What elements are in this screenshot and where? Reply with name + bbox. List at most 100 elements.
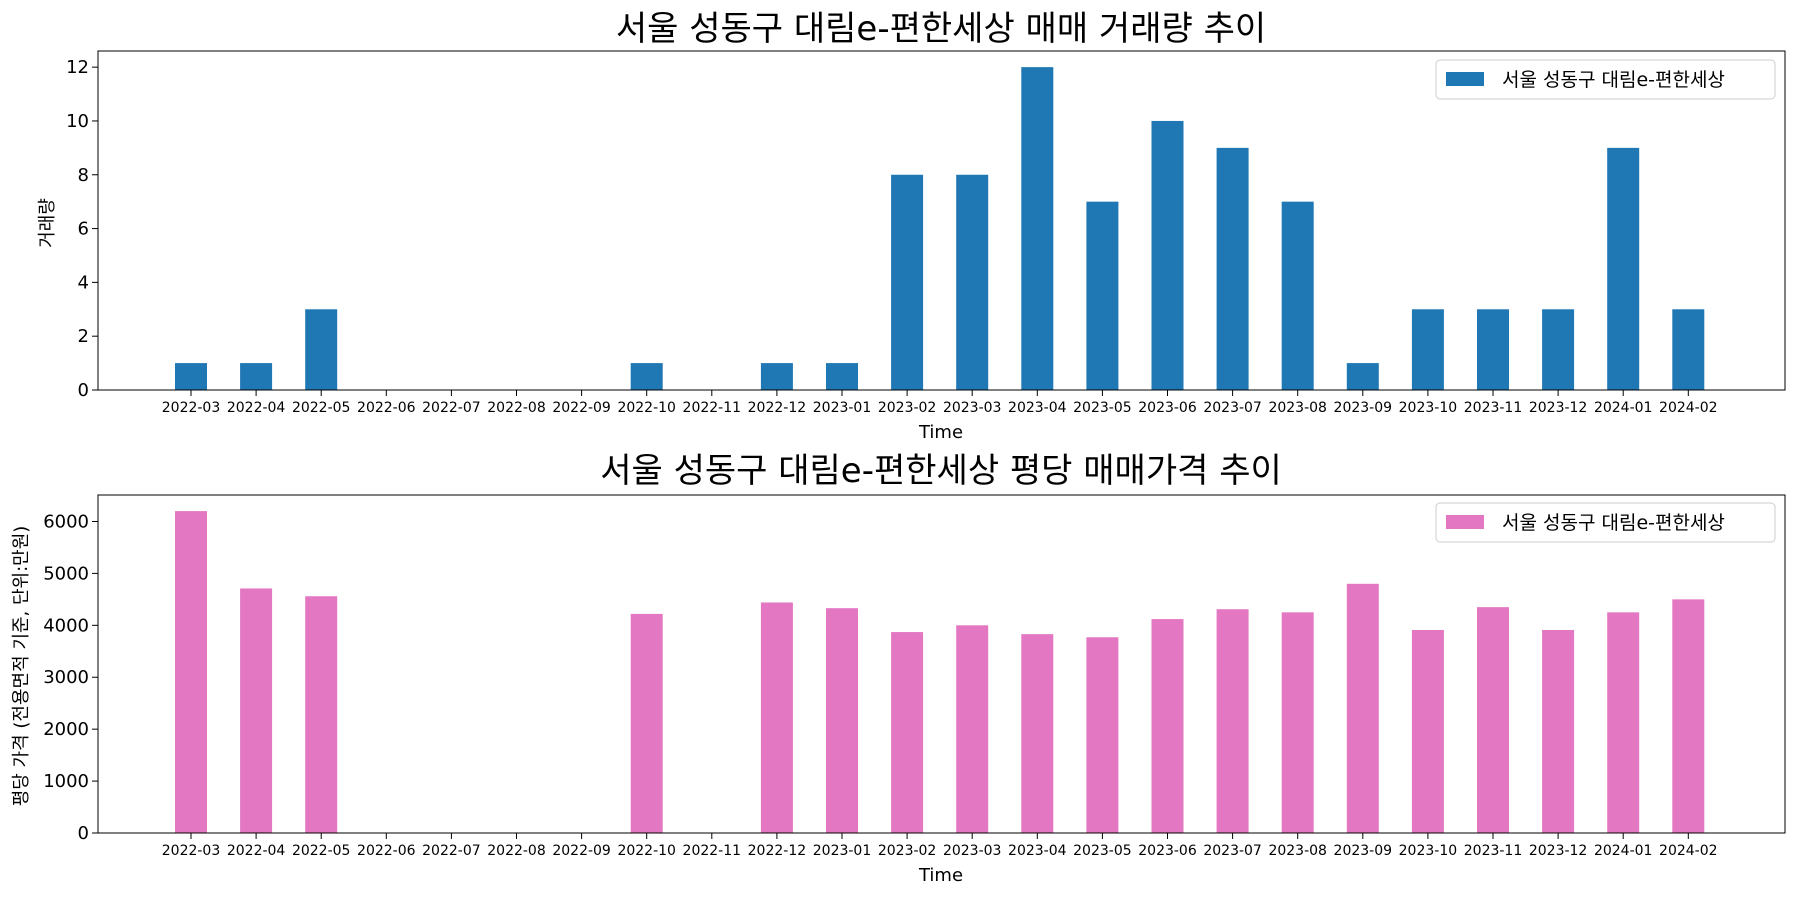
volume-chart-title: 서울 성동구 대림e-편한세상 매매 거래량 추이 [616,9,1266,49]
volume-bar [175,363,207,390]
volume-x-axis-label: Time [918,422,963,443]
volume-x-tick-label: 2022-08 [487,400,546,416]
price-y-tick-label: 0 [78,823,89,844]
price-x-tick-label: 2023-09 [1334,843,1393,859]
price-x-tick-label: 2023-12 [1529,843,1588,859]
price-bar [826,608,858,833]
price-legend: 서울 성동구 대림e-편한세상 [1435,502,1776,543]
price-chart: 서울 성동구 대림e-편한세상 평당 매매가격 추이 평당 가격 (전용면적 기… [11,451,1786,886]
volume-x-tick-label: 2023-11 [1464,400,1523,416]
volume-bar [1151,120,1184,390]
volume-x-tick-label: 2024-02 [1659,400,1718,416]
price-x-tick-label: 2023-01 [813,843,872,859]
price-y-tick-label: 6000 [43,511,89,532]
price-bar [175,511,207,833]
volume-x-tick-label: 2022-05 [292,400,351,416]
price-bar [1607,612,1640,833]
volume-x-tick-label: 2022-11 [683,400,742,416]
volume-bar [1672,309,1705,390]
price-legend-swatch [1446,515,1484,529]
volume-y-axis-label: 거래량 [37,198,58,248]
price-x-tick-label: 2023-06 [1138,843,1197,859]
volume-legend: 서울 성동구 대림e-편한세상 [1435,59,1776,100]
price-bar [1151,619,1184,833]
price-bar [1346,583,1379,833]
price-x-tick-label: 2023-10 [1399,843,1458,859]
volume-bar [956,174,989,390]
price-x-tick-label: 2023-11 [1464,843,1523,859]
volume-bar [630,363,663,390]
volume-x-tick-label: 2022-12 [748,400,807,416]
volume-x-tick-label: 2023-02 [878,400,937,416]
volume-x-tick-label: 2023-12 [1529,400,1588,416]
volume-chart: 서울 성동구 대림e-편한세상 매매 거래량 추이 거래량 Time 0 2 4 6 8… [37,9,1786,443]
volume-bar [1346,363,1379,390]
volume-y-tick-label: 10 [66,111,89,132]
price-y-tick-label: 3000 [43,667,89,688]
volume-bars [175,67,1705,391]
price-y-axis-label: 평당 가격 (전용면적 기준, 단위:만원) [11,526,32,807]
volume-x-tick-label: 2023-04 [1008,400,1067,416]
price-bar [1086,637,1119,833]
volume-y-tick-label: 12 [66,57,89,78]
price-x-tick-label: 2022-11 [683,843,742,859]
price-x-tick-label: 2023-05 [1073,843,1132,859]
price-bar [1477,607,1509,833]
price-bar [891,632,924,833]
volume-y-tick-label: 2 [78,326,89,347]
volume-x-tick-label: 2023-10 [1399,400,1458,416]
price-y-tick-label: 4000 [43,615,89,636]
price-bar [1542,629,1575,833]
price-x-tick-label: 2022-07 [422,843,481,859]
volume-x-tick-label: 2024-01 [1594,400,1653,416]
volume-legend-box [1435,59,1776,100]
volume-y-tick-label: 0 [78,380,89,401]
price-y-tick-label: 1000 [43,771,89,792]
price-bar [760,602,793,833]
volume-x-tick-label: 2022-10 [617,400,676,416]
volume-x-tick-label: 2022-09 [552,400,611,416]
volume-bar [1086,201,1119,390]
price-x-tick-label: 2022-04 [227,843,286,859]
volume-y-tick-label: 8 [78,165,89,186]
price-plot-frame [97,494,1786,834]
volume-x-tick-label: 2022-06 [357,400,416,416]
volume-bar [1281,201,1314,390]
volume-bar [891,174,924,390]
volume-x-tick-label: 2022-07 [422,400,481,416]
volume-bar [760,363,793,390]
price-x-tick-label: 2022-10 [617,843,676,859]
price-y-tick-label: 2000 [43,719,89,740]
price-x-tick-label: 2022-06 [357,843,416,859]
price-x-tick-label: 2022-09 [552,843,611,859]
volume-bar [305,309,338,390]
volume-x-tick-label: 2023-03 [943,400,1002,416]
volume-x-tick-label: 2022-04 [227,400,286,416]
price-x-ticks: 2022-03 2022-04 2022-05 2022-06 2022-07 2022-… [162,833,1718,859]
volume-y-tick-label: 6 [78,219,89,240]
price-bar [240,588,273,833]
price-bar [1216,609,1249,833]
price-chart-title: 서울 성동구 대림e-편한세상 평당 매매가격 추이 [600,451,1282,491]
volume-bar [1216,147,1249,390]
volume-x-tick-label: 2023-07 [1203,400,1262,416]
price-bar [956,625,989,833]
price-bar [1021,634,1054,833]
volume-bar [1542,309,1575,390]
price-bar [1672,599,1705,833]
volume-x-tick-label: 2023-09 [1334,400,1393,416]
price-bars [175,511,1705,833]
price-bar [1411,629,1444,833]
price-bar [305,596,338,833]
volume-x-tick-label: 2022-03 [162,400,221,416]
price-legend-box [1435,502,1776,543]
volume-x-tick-label: 2023-05 [1073,400,1132,416]
volume-plot-frame [97,50,1786,391]
price-bar [630,613,663,833]
volume-bar [1021,67,1054,391]
volume-bar [1477,309,1509,390]
price-x-tick-label: 2024-01 [1594,843,1653,859]
price-x-tick-label: 2023-07 [1203,843,1262,859]
price-x-tick-label: 2023-02 [878,843,937,859]
volume-x-tick-label: 2023-08 [1268,400,1327,416]
